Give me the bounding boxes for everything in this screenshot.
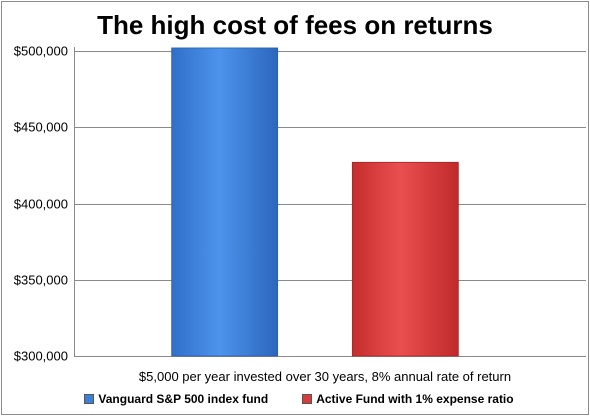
y-tick-label: $500,000 [14, 44, 68, 59]
y-tick-label: $350,000 [14, 273, 68, 288]
y-tick-label: $400,000 [14, 197, 68, 212]
bar-vanguard [171, 47, 279, 357]
x-axis-label: $5,000 per year invested over 30 years, … [138, 369, 512, 384]
legend-item-vanguard: Vanguard S&P 500 index fund [84, 392, 268, 406]
y-tick-label: $300,000 [14, 349, 68, 364]
legend-item-active-fund: Active Fund with 1% expense ratio [302, 392, 514, 406]
chart-title: The high cost of fees on returns [97, 10, 493, 40]
y-tick-label: $450,000 [14, 120, 68, 135]
legend: Vanguard S&P 500 index fund Active Fund … [2, 392, 588, 406]
legend-swatch-vanguard [84, 394, 95, 404]
legend-label-active-fund: Active Fund with 1% expense ratio [316, 392, 514, 406]
bar-active-fund [351, 161, 459, 357]
legend-swatch-active-fund [302, 394, 313, 404]
legend-label-vanguard: Vanguard S&P 500 index fund [98, 392, 269, 406]
